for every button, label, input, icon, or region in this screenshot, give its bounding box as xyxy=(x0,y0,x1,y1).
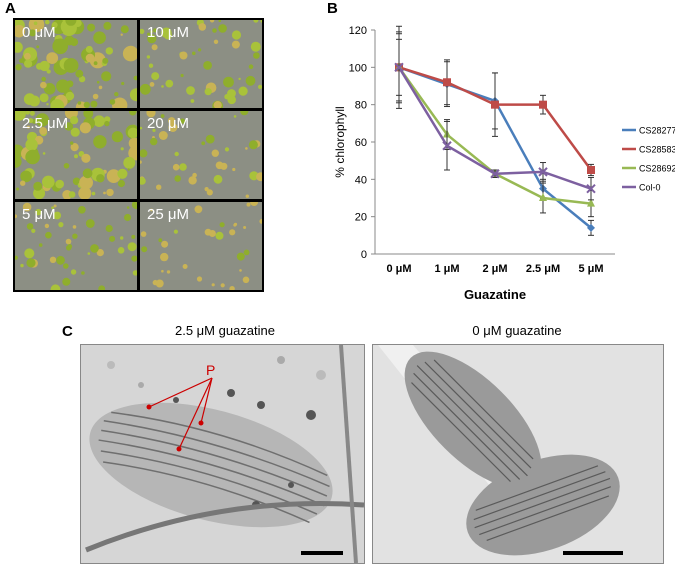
plastoglobuli-label: P xyxy=(206,362,215,378)
legend-label: CS28583 xyxy=(639,145,675,155)
x-tick-label: 2.5 μM xyxy=(526,263,560,275)
x-tick-label: 0 μM xyxy=(386,263,411,275)
y-tick-label: 120 xyxy=(349,25,367,37)
seedling-tile: 2.5 μM xyxy=(15,111,137,199)
tile-concentration-label: 20 μM xyxy=(147,115,189,132)
legend-label: CS28692 xyxy=(639,164,675,174)
data-point xyxy=(586,183,596,194)
y-tick-label: 40 xyxy=(355,174,367,186)
data-point xyxy=(539,100,547,109)
chloroplast-damaged-image: P xyxy=(81,345,364,563)
data-point xyxy=(539,193,547,201)
tile-concentration-label: 10 μM xyxy=(147,24,189,41)
right-micrograph-title: 0 μM guazatine xyxy=(472,323,562,338)
data-point xyxy=(394,62,404,73)
y-axis-label: % chlorophyll xyxy=(333,106,347,177)
panel-c-letter: C xyxy=(62,323,73,340)
tile-concentration-label: 5 μM xyxy=(22,206,56,223)
x-axis-label: Guazatine xyxy=(464,287,526,302)
y-tick-label: 80 xyxy=(355,100,367,112)
x-tick-label: 5 μM xyxy=(578,263,603,275)
legend-label: CS28277 xyxy=(639,126,675,136)
seedling-tile: 25 μM xyxy=(140,202,262,290)
data-point xyxy=(538,167,548,177)
scale-bar-left xyxy=(301,551,343,555)
data-point xyxy=(491,100,499,109)
legend-label: Col-0 xyxy=(639,183,661,193)
x-tick-label: 1 μM xyxy=(434,263,459,275)
tile-concentration-label: 25 μM xyxy=(147,206,189,223)
x-tick-label: 2 μM xyxy=(482,263,507,275)
y-tick-label: 20 xyxy=(355,212,367,224)
left-micrograph-title: 2.5 μM guazatine xyxy=(175,323,275,338)
scale-bar-right xyxy=(563,551,623,555)
seedling-tile: 20 μM xyxy=(140,111,262,199)
chloroplast-normal-image xyxy=(373,345,663,563)
panel-b-letter: B xyxy=(327,0,338,17)
seedling-tile: 5 μM xyxy=(15,202,137,290)
micrograph-2-5um: P xyxy=(80,344,365,564)
tile-concentration-label: 0 μM xyxy=(22,24,56,41)
chlorophyll-line-chart: 0 20 40 60 80 100 120 0 μM 1 μM 2 μM 2.5 μM 5 μM Gua… xyxy=(333,25,675,302)
micrograph-0um xyxy=(372,344,664,564)
y-tick-label: 0 xyxy=(361,249,367,261)
data-point xyxy=(587,166,595,174)
y-tick-label: 60 xyxy=(355,137,367,149)
seedling-tile: 0 μM xyxy=(15,20,137,108)
panel-a-letter: A xyxy=(5,0,16,17)
tile-concentration-label: 2.5 μM xyxy=(22,115,69,132)
data-point xyxy=(490,169,500,179)
data-point xyxy=(442,141,452,151)
data-point xyxy=(587,223,595,232)
y-tick-label: 100 xyxy=(349,62,367,74)
seedling-plate-grid: 0 μM 10 μM 2.5 μM 20 μM 5 μM 25 μM xyxy=(13,18,264,292)
data-point xyxy=(587,198,595,207)
data-point xyxy=(443,78,451,87)
seedling-tile: 10 μM xyxy=(140,20,262,108)
